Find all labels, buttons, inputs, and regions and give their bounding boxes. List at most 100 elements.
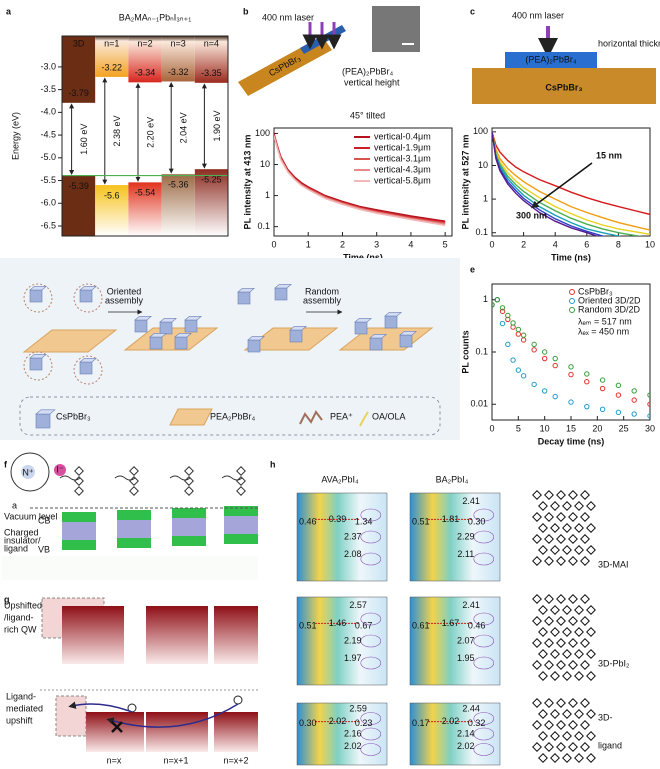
band-value: 0.46 xyxy=(299,516,317,526)
lattice xyxy=(550,753,560,763)
lattice xyxy=(532,638,542,648)
platelet-icon xyxy=(169,408,213,426)
lattice xyxy=(574,545,584,555)
trend-arrow xyxy=(530,162,593,209)
blocked-mark xyxy=(111,721,123,733)
y-axis-label: Energy (eV) xyxy=(10,112,20,160)
cube-top xyxy=(159,318,178,323)
lattice xyxy=(562,731,572,741)
data-point xyxy=(584,379,590,385)
band-value: 0.67 xyxy=(355,620,373,630)
lattice xyxy=(550,523,560,533)
lattice xyxy=(538,753,548,763)
cb-label: -3.35 xyxy=(201,68,222,78)
y-tick-label: 0.1 xyxy=(475,346,488,356)
x-axis-label: Time (ns) xyxy=(343,252,383,262)
band-value: 1.46 xyxy=(329,618,347,628)
step-label: assembly xyxy=(303,295,342,305)
contour xyxy=(473,743,495,756)
step-label: Oriented xyxy=(107,286,142,296)
cube-top xyxy=(237,288,256,293)
ligand-label: upshift xyxy=(6,715,33,725)
lattice xyxy=(562,753,572,763)
cube-top xyxy=(29,286,48,291)
data-point xyxy=(541,355,548,362)
lattice xyxy=(580,556,590,566)
lattice xyxy=(580,534,590,544)
cube-top xyxy=(29,354,48,359)
x-tick-label: 6 xyxy=(584,239,589,249)
ligand-shell xyxy=(73,355,103,385)
lattice xyxy=(538,523,548,533)
x-tick-label: 8 xyxy=(616,239,621,249)
lattice xyxy=(544,534,554,544)
conduction-band xyxy=(62,36,96,103)
y-tick-label: 0.01 xyxy=(470,399,488,409)
octahedron xyxy=(184,476,194,486)
lattice xyxy=(586,753,596,763)
gap-label: 2.20 eV xyxy=(145,117,155,148)
thickness-label: horizontal thickness xyxy=(598,38,660,48)
data-point xyxy=(505,312,511,319)
cb-label: -3.22 xyxy=(102,62,123,72)
data-point xyxy=(531,347,537,353)
contour xyxy=(360,743,382,756)
conduction-band xyxy=(194,36,228,83)
layer-label: (PEA)₂PbBr₄ xyxy=(342,66,394,76)
x-tick-label: 10 xyxy=(645,239,655,249)
legend-label: CsPbBr₃ xyxy=(56,411,91,421)
cube xyxy=(399,334,413,348)
contour xyxy=(360,612,382,626)
data-point xyxy=(599,385,606,392)
x-tick-label: 5 xyxy=(443,239,448,249)
y-tick-label: 1 xyxy=(483,193,488,203)
lattice xyxy=(562,501,572,511)
x-tick-label: 25 xyxy=(619,423,629,433)
cb-block xyxy=(62,512,96,522)
y-tick-label: 1 xyxy=(265,190,270,200)
lattice xyxy=(562,523,572,533)
contour xyxy=(360,712,382,725)
well-label: n=x xyxy=(107,755,122,765)
valence-band xyxy=(161,174,195,236)
band-label: CB xyxy=(38,515,51,525)
data-point xyxy=(584,371,590,377)
lattice xyxy=(538,649,548,659)
legend-label: CsPbBr₃ xyxy=(578,286,613,296)
panel-label: a xyxy=(6,6,12,16)
band-map xyxy=(296,596,388,686)
substrate xyxy=(472,68,656,104)
layer xyxy=(505,52,597,68)
panel-label: f xyxy=(4,459,8,469)
vacuum-label: Vacuum level xyxy=(4,511,57,521)
column-header: n=2 xyxy=(137,38,152,48)
cube xyxy=(159,321,173,335)
data-point xyxy=(647,401,650,407)
valence-band xyxy=(194,169,228,236)
band-value: 2.41 xyxy=(462,600,480,610)
gap-block xyxy=(62,522,96,540)
lattice xyxy=(568,742,578,752)
octahedron xyxy=(184,486,194,496)
quantum-well xyxy=(62,606,124,664)
lattice xyxy=(580,616,590,626)
lattice xyxy=(580,594,590,604)
band-value: 0.51 xyxy=(412,516,430,526)
x-tick-label: 4 xyxy=(553,239,558,249)
lattice xyxy=(538,545,548,555)
data-point xyxy=(631,388,637,394)
cb-label: -3.79 xyxy=(68,88,89,98)
octahedron xyxy=(74,476,84,486)
ligand-shell xyxy=(73,283,103,313)
lattice xyxy=(562,545,572,555)
octahedron xyxy=(236,466,246,476)
row-label: 3D-MAI xyxy=(598,559,629,569)
octahedron xyxy=(129,476,139,486)
sub-label: a xyxy=(12,500,17,510)
lattice xyxy=(556,594,566,604)
quantum-well xyxy=(214,712,258,752)
lattice xyxy=(538,627,548,637)
data-point xyxy=(552,362,558,369)
band-value: 0.30 xyxy=(468,516,486,526)
